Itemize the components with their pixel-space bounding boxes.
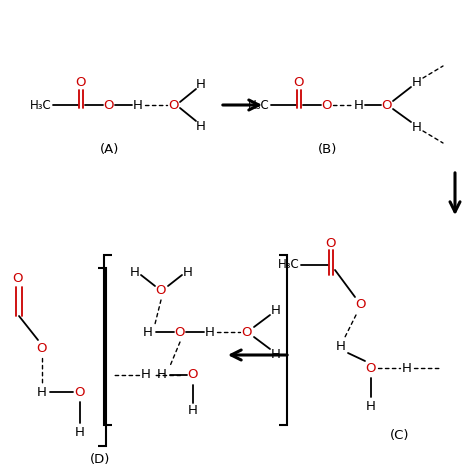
Text: H: H xyxy=(196,119,206,133)
Text: H: H xyxy=(271,347,281,361)
Text: (B): (B) xyxy=(319,144,337,156)
Text: H: H xyxy=(336,340,346,354)
Text: O: O xyxy=(104,99,114,111)
Text: H: H xyxy=(412,120,422,134)
Text: H₃C: H₃C xyxy=(248,99,270,111)
Text: H: H xyxy=(141,368,151,382)
Text: H: H xyxy=(157,368,167,382)
Text: O: O xyxy=(76,75,86,89)
Text: H: H xyxy=(205,326,215,338)
Text: H: H xyxy=(143,326,153,338)
Text: H: H xyxy=(412,75,422,89)
Text: O: O xyxy=(175,326,185,338)
Text: H: H xyxy=(271,303,281,317)
Text: H: H xyxy=(37,385,47,399)
Text: H₃C: H₃C xyxy=(30,99,52,111)
Text: (A): (A) xyxy=(100,144,120,156)
Text: O: O xyxy=(382,99,392,111)
Text: O: O xyxy=(156,283,166,297)
Text: O: O xyxy=(188,368,198,382)
Text: H: H xyxy=(188,404,198,418)
Text: H: H xyxy=(196,78,206,91)
Text: O: O xyxy=(242,326,252,338)
Text: H: H xyxy=(354,99,364,111)
Text: H: H xyxy=(366,400,376,412)
Text: O: O xyxy=(322,99,332,111)
Text: H: H xyxy=(75,426,85,438)
Text: O: O xyxy=(356,299,366,311)
Text: O: O xyxy=(326,237,336,249)
Text: (D): (D) xyxy=(90,454,110,466)
Text: O: O xyxy=(75,385,85,399)
Text: H: H xyxy=(183,265,193,279)
Text: O: O xyxy=(366,362,376,374)
Text: H: H xyxy=(133,99,143,111)
Text: O: O xyxy=(169,99,179,111)
Text: H: H xyxy=(130,265,140,279)
Text: H: H xyxy=(402,362,412,374)
Text: O: O xyxy=(13,272,23,284)
Text: H₃C: H₃C xyxy=(278,258,300,272)
Text: O: O xyxy=(37,341,47,355)
Text: (C): (C) xyxy=(390,428,410,441)
Text: O: O xyxy=(294,75,304,89)
